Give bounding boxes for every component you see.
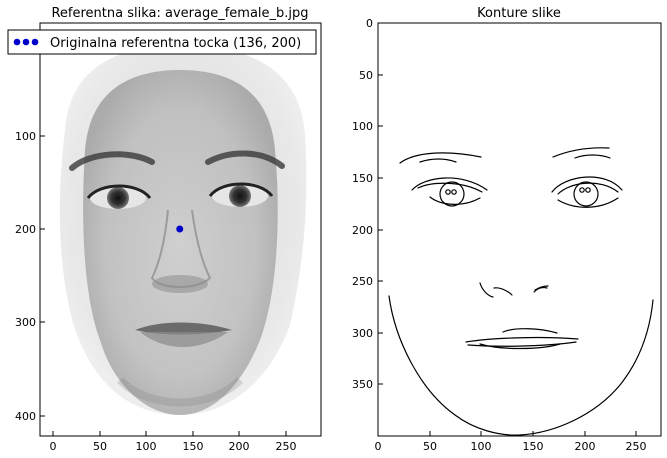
- left-y-tick-label: 400: [15, 410, 36, 423]
- right-x-tick-label: 250: [626, 440, 647, 453]
- left-y-ticks: 100 200 300 400: [15, 130, 45, 423]
- right-y-tick-label: 200: [352, 224, 373, 237]
- left-x-tick-label: 200: [229, 440, 250, 453]
- left-y-tick-label: 100: [15, 130, 36, 143]
- right-y-tick-label: 300: [352, 327, 373, 340]
- contour-lines: [388, 147, 654, 436]
- legend-marker-icon: [22, 38, 30, 46]
- legend-label: Originalna referentna tocka (136, 200): [50, 36, 301, 51]
- right-x-tick-label: 200: [575, 440, 596, 453]
- right-y-tick-label: 100: [352, 120, 373, 133]
- left-panel-title: Referentna slika: average_female_b.jpg: [51, 6, 308, 21]
- right-x-tick-label: 100: [471, 440, 492, 453]
- right-panel-title: Konture slike: [477, 6, 561, 21]
- right-y-tick-label: 250: [352, 275, 373, 288]
- left-y-tick-label: 200: [15, 223, 36, 236]
- legend-box: [7, 29, 317, 55]
- left-x-ticks: 0 50 100 150 200 250: [50, 431, 297, 453]
- left-x-tick-label: 150: [183, 440, 204, 453]
- right-y-tick-label: 350: [352, 378, 373, 391]
- left-x-tick-label: 100: [136, 440, 157, 453]
- contours-panel: Konture slike: [352, 6, 662, 453]
- left-y-tick-label: 300: [15, 316, 36, 329]
- left-x-tick-label: 250: [276, 440, 297, 453]
- left-x-tick-label: 0: [50, 440, 57, 453]
- right-x-tick-label: 0: [375, 440, 382, 453]
- right-y-tick-label: 150: [352, 172, 373, 185]
- legend-marker-icon: [13, 38, 21, 46]
- right-y-tick-label: 50: [359, 69, 373, 82]
- legend-marker-icon: [31, 38, 39, 46]
- right-y-tick-label: 0: [366, 17, 373, 30]
- right-x-tick-label: 150: [523, 440, 544, 453]
- left-x-tick-label: 50: [93, 440, 107, 453]
- reference-image-panel: Referentna slika: average_female_b.jpg: [7, 6, 322, 453]
- reference-point-marker: [176, 225, 184, 233]
- right-x-tick-label: 50: [423, 440, 437, 453]
- right-y-ticks: 0 50 100 150 200 250 300 350: [352, 17, 383, 391]
- legend: Originalna referentna tocka (136, 200): [7, 29, 317, 55]
- right-x-ticks: 0 50 100 150 200 250: [375, 431, 647, 453]
